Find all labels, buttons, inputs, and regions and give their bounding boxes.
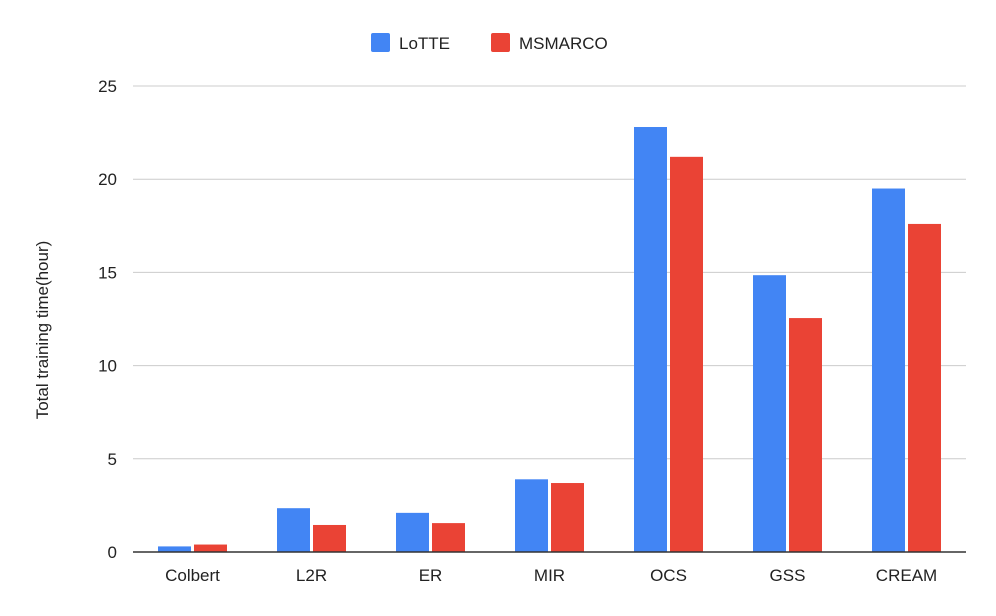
- x-tick-label: CREAM: [876, 566, 937, 585]
- bar-msmarco-ocs: [670, 156, 703, 552]
- legend-label-lotte: LoTTE: [399, 34, 450, 53]
- x-tick-label: OCS: [650, 566, 687, 585]
- bar-msmarco-gss: [789, 318, 822, 552]
- bar-lotte-cream: [872, 188, 905, 552]
- y-axis-title: Total training time(hour): [33, 241, 52, 420]
- y-tick-label: 0: [108, 543, 117, 562]
- y-tick-label: 10: [98, 357, 117, 376]
- bar-msmarco-mir: [551, 483, 584, 552]
- y-tick-label: 25: [98, 77, 117, 96]
- x-tick-label: MIR: [534, 566, 565, 585]
- bar-lotte-ocs: [634, 127, 667, 553]
- bar-lotte-mir: [515, 479, 548, 552]
- bar-msmarco-cream: [908, 223, 941, 552]
- bar-msmarco-er: [432, 523, 465, 552]
- bar-lotte-gss: [753, 275, 786, 552]
- legend-swatch-msmarco: [491, 33, 510, 52]
- y-tick-label: 5: [108, 450, 117, 469]
- bar-msmarco-colbert: [194, 544, 227, 552]
- legend-swatch-lotte: [371, 33, 390, 52]
- x-tick-label: L2R: [296, 566, 327, 585]
- y-tick-label: 20: [98, 170, 117, 189]
- gridlines: [133, 85, 966, 460]
- x-tick-label: GSS: [770, 566, 806, 585]
- y-tick-label: 15: [98, 263, 117, 282]
- bar-lotte-er: [396, 512, 429, 552]
- legend: LoTTE MSMARCO: [371, 33, 608, 53]
- bar-lotte-l2r: [277, 508, 310, 552]
- y-axis-ticks: 0 5 10 15 20 25: [98, 77, 117, 562]
- legend-label-msmarco: MSMARCO: [519, 34, 608, 53]
- bar-msmarco-l2r: [313, 524, 346, 552]
- x-tick-label: ER: [419, 566, 443, 585]
- x-axis-ticks: Colbert L2R ER MIR OCS GSS CREAM: [165, 566, 937, 585]
- bars: [158, 127, 941, 553]
- bar-lotte-colbert: [158, 546, 191, 552]
- x-tick-label: Colbert: [165, 566, 220, 585]
